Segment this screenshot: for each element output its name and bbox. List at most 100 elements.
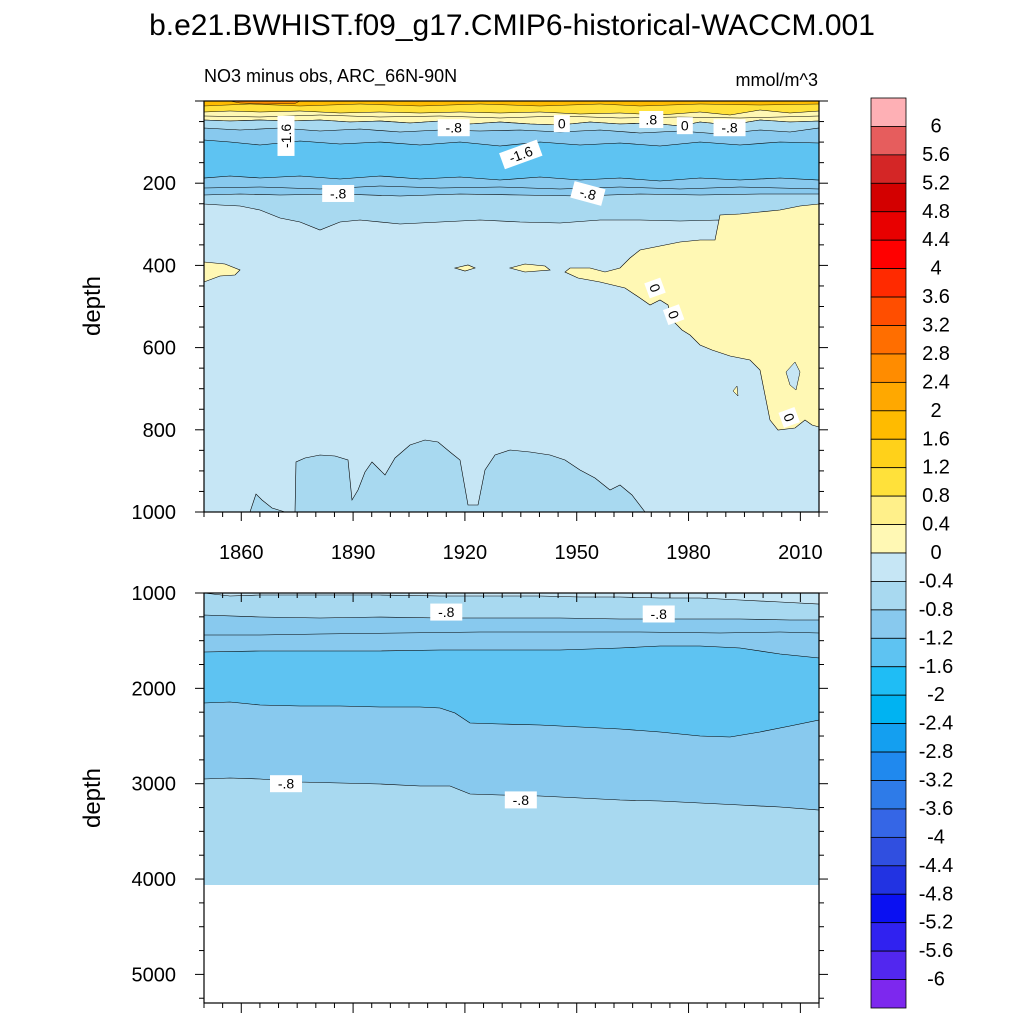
upper-region-surface-1.6: [203, 100, 820, 107]
contour-label: -.8: [713, 119, 746, 137]
contour-label-text: -1.6: [507, 143, 535, 166]
colorbar-box: [870, 836, 907, 867]
colorbar-box: [870, 581, 907, 611]
colorbar-box: [870, 552, 907, 582]
contour-label-text: -.8: [438, 604, 455, 620]
upper-y-axis: 200 400 600 800 1000: [132, 100, 828, 524]
contour-label: -.8: [504, 791, 537, 809]
colorbar-box: [870, 182, 907, 213]
colorbar-box: [870, 126, 907, 156]
upper-x-axis: 1860 1890 1920 1950 1980 2010: [203, 512, 823, 564]
colorbar-box: [870, 381, 907, 412]
contour-label: -.8: [270, 775, 302, 793]
contour-label: -.8: [642, 605, 675, 623]
lower-panel: -.8 -.8 -.8 -.8 1000 2000 3000 4000 5000 depth: [79, 583, 828, 1013]
contour-label-bg: [437, 119, 470, 137]
colorbar-label: -5.6: [919, 940, 953, 962]
upper-x-tick-label: 1950: [554, 542, 599, 564]
upper-x-tick-label: 1980: [666, 542, 711, 564]
upper-y-tick-label: 1000: [132, 502, 177, 524]
contour-label: -.8: [570, 181, 606, 206]
lower-y-tick-label: 5000: [132, 964, 177, 986]
upper-y-tick-label: 600: [143, 338, 176, 360]
upper-x-tick-label: 2010: [778, 542, 823, 564]
contour-label-bg: [553, 115, 570, 133]
colorbar-box: [870, 922, 907, 952]
colorbar-label: -2: [927, 684, 945, 706]
contour-label: 0: [553, 115, 570, 133]
colorbar-box: [870, 751, 907, 781]
colorbar-box: [870, 211, 907, 241]
contour-label-bg: [430, 603, 463, 621]
colorbar-box: [870, 609, 907, 639]
colorbar-box: [870, 97, 907, 127]
upper-region-blob-2: [508, 263, 551, 273]
colorbar-box: [870, 979, 907, 1009]
contour-label-bg: [277, 115, 295, 156]
upper-y-tick-label: 400: [143, 255, 176, 277]
colorbar-label: -6: [927, 969, 945, 991]
colorbar-box: [870, 353, 907, 383]
colorbar-label: -3.2: [919, 770, 953, 792]
colorbar-label: 1.6: [922, 428, 950, 450]
colorbar-label: 6: [930, 115, 941, 137]
colorbar-label: -2.8: [919, 741, 953, 763]
contour-label-text: -.8: [651, 606, 668, 622]
colorbar-box: [870, 723, 907, 753]
lower-contour-line: [204, 631, 820, 636]
contour-label-bg: [676, 117, 693, 135]
contour-label: -1.6: [277, 115, 295, 156]
contour-label-text: -.8: [578, 184, 598, 204]
upper-x-tick-label: 1920: [443, 542, 488, 564]
colorbar-label: -2.4: [919, 713, 953, 735]
lower-y-tick-label: 4000: [132, 869, 177, 891]
contour-label-bg: [662, 304, 685, 326]
colorbar-label: 0.4: [922, 514, 950, 536]
colorbar-box: [870, 808, 907, 838]
colorbar-box: [870, 467, 907, 497]
colorbar-label: -5.2: [919, 912, 953, 934]
upper-panel: -1.6 -.8 0 .8 0 -.8 -1.6 -.8 -.8 0 0 0 1860 1890 1920…: [79, 100, 828, 564]
upper-x-tick-label: 1860: [219, 542, 264, 564]
colorbar-box: [870, 637, 907, 668]
colorbar-label: 4: [930, 258, 941, 280]
colorbar-label: 3.6: [922, 286, 950, 308]
upper-contour-line-1: [203, 185, 820, 190]
colorbar-box: [870, 296, 907, 326]
colorbar-box: [870, 239, 907, 270]
contour-label-text: -.8: [330, 185, 347, 201]
colorbar-box: [870, 438, 907, 469]
contour-label-text: -.8: [278, 776, 295, 792]
lower-y-axis: 1000 2000 3000 4000 5000: [132, 583, 828, 999]
contour-label: -.8: [322, 184, 355, 202]
colorbar-label: 1.2: [922, 457, 950, 479]
colorbar-box: [870, 694, 907, 725]
colorbar-box: [870, 410, 907, 440]
colorbar-box: [870, 780, 907, 810]
colorbar-box: [870, 154, 907, 184]
colorbar-box: [870, 865, 907, 895]
lower-x-axis: [203, 593, 820, 1013]
contour-label-bg: [499, 139, 543, 170]
colorbar-label: 4.4: [922, 229, 950, 251]
contour-label-text: 0: [681, 118, 689, 134]
contour-label-bg: [639, 110, 664, 128]
upper-region-blob-1: [453, 264, 476, 272]
contour-label-bg: [504, 791, 537, 809]
contour-label: -.8: [430, 603, 463, 621]
colorbar: 6 5.6 5.2 4.8 4.4 4 3.6 3.2 2.8 2.4 2 1.6 1.2 0.8 0.4 0…: [870, 97, 953, 1009]
upper-contour-labels: -1.6 -.8 0 .8 0 -.8 -1.6 -.8 -.8 0 0 0: [277, 110, 800, 428]
upper-region-blob-3: [732, 385, 739, 397]
upper-ylabel: depth: [79, 276, 106, 336]
lower-y-tick-label: 3000: [132, 774, 177, 796]
upper-region-deep-neg0.4: [294, 439, 646, 513]
upper-y-tick-label: 800: [143, 420, 176, 442]
figure-title: b.e21.BWHIST.f09_g17.CMIP6-historical-WA…: [149, 9, 875, 42]
colorbar-box: [870, 666, 907, 696]
colorbar-box: [870, 950, 907, 980]
contour-label-bg: [713, 119, 746, 137]
contour-label-text: -.8: [721, 120, 738, 136]
colorbar-label: 0: [930, 542, 941, 564]
contour-label: 0: [644, 277, 666, 299]
